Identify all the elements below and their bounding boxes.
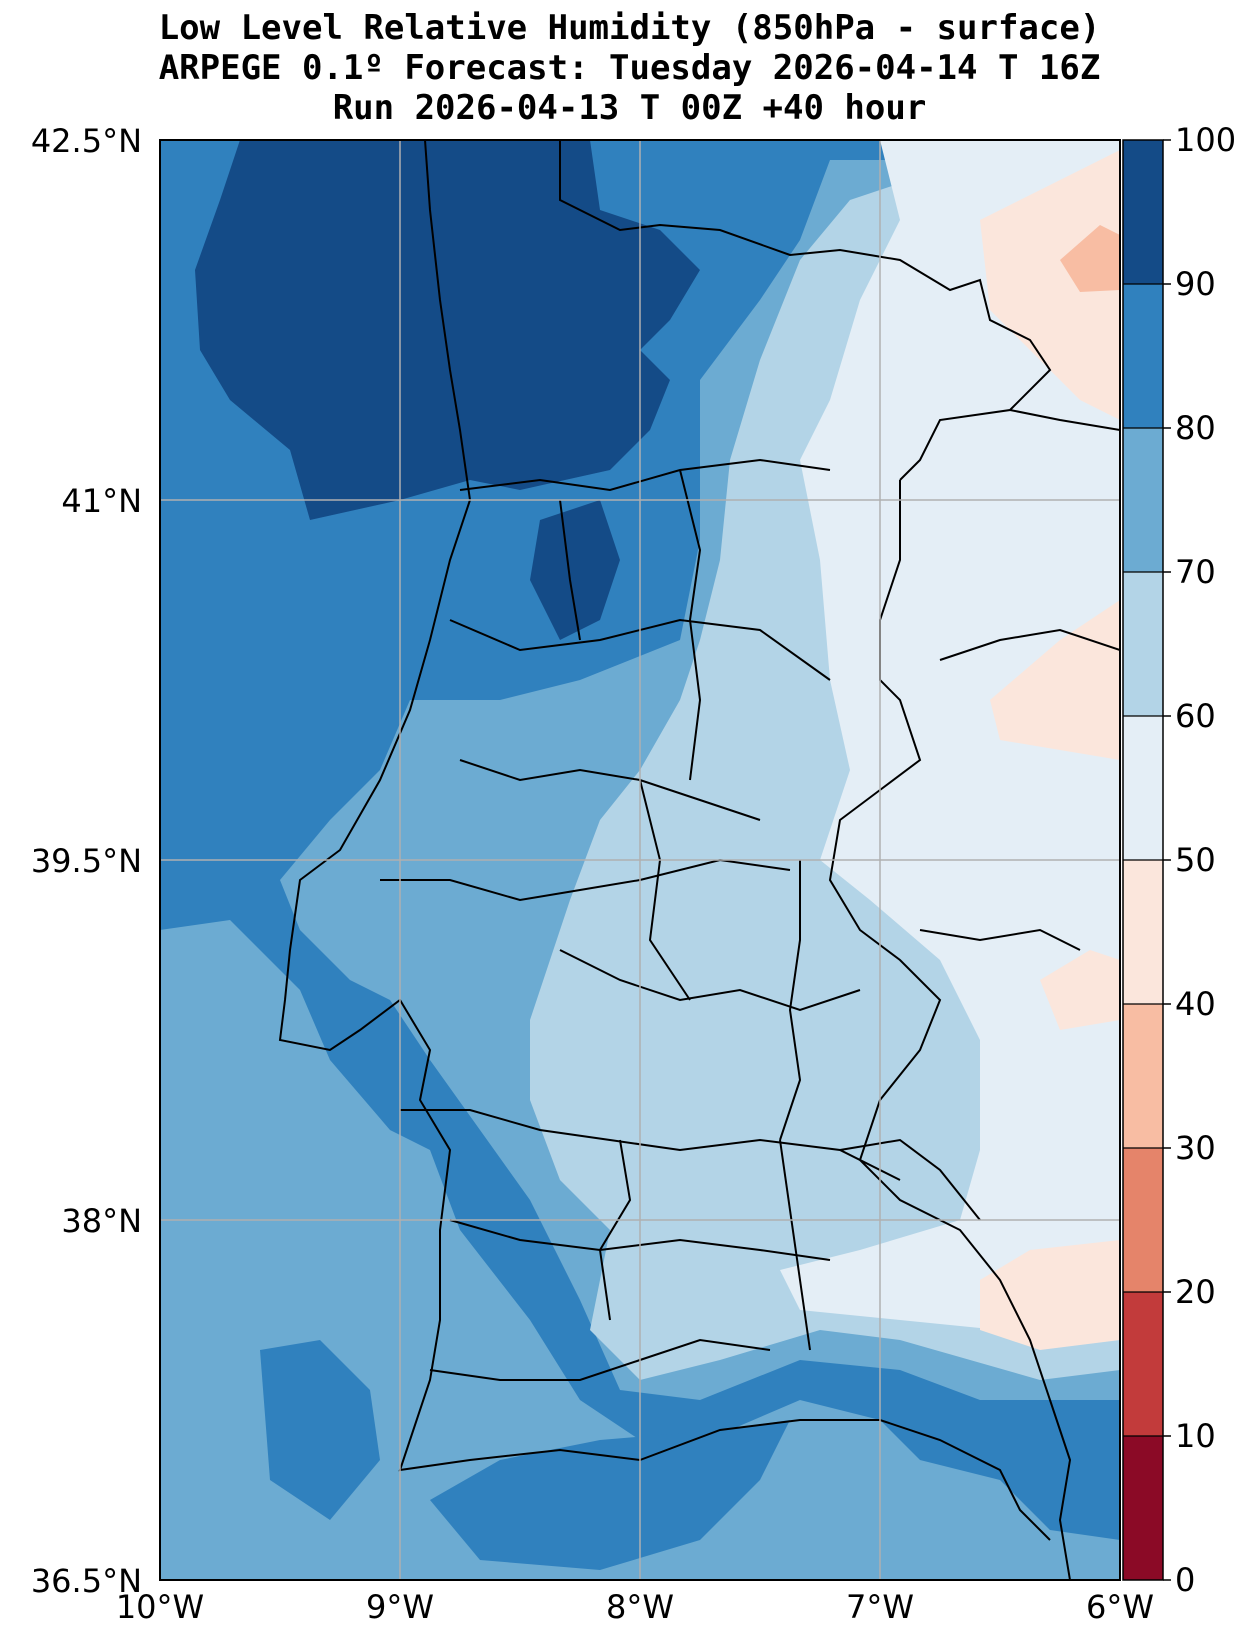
district-border-v3 (639, 779, 691, 1001)
colorbar: 0 10 20 30 40 50 60 70 80 90 100 (1122, 121, 1236, 1599)
lat-label: 41°N (61, 482, 142, 520)
colorbar-tick-label: 20 (1175, 1273, 1216, 1311)
spain-region-border-e (939, 628, 1120, 661)
title-line-2: ARPEGE 0.1º Forecast: Tuesday 2026-04-14… (158, 48, 1101, 88)
spain-region-border-e2 (919, 928, 1081, 951)
colorbar-segment (1123, 1292, 1163, 1437)
colorbar-segment (1123, 1148, 1163, 1293)
colorbar-tick-label: 10 (1175, 1417, 1216, 1455)
field-50-60-east (780, 140, 1120, 1340)
colorbar-segment (1123, 860, 1163, 1005)
field-90-100-inland-north (530, 500, 620, 640)
colorbar-tick-label: 60 (1175, 697, 1216, 735)
lat-label: 38°N (61, 1202, 142, 1240)
district-border-v6 (779, 1139, 811, 1351)
field-90-100-ocean-north (195, 140, 700, 520)
colorbar-tick-label: 70 (1175, 553, 1216, 591)
lon-label: 6°W (1086, 1588, 1154, 1626)
lat-label: 42.5°N (31, 122, 142, 160)
title-line-1: Low Level Relative Humidity (850hPa - su… (158, 8, 1101, 48)
field-30-40-ne (1060, 225, 1120, 292)
lon-label: 10°W (116, 1588, 204, 1626)
field-80-90-south-patch (430, 1420, 790, 1570)
chart-title: Low Level Relative Humidity (850hPa - su… (0, 8, 1259, 128)
boundaries (278, 140, 1120, 1580)
spain-region-border (839, 1138, 981, 1221)
lon-label: 7°W (846, 1588, 914, 1626)
colorbar-segment (1123, 1436, 1163, 1581)
lat-axis: 42.5°N 41°N 39.5°N 38°N 36.5°N (31, 122, 142, 1600)
lat-label: 36.5°N (31, 1562, 142, 1600)
title-line-3: Run 2026-04-13 T 00Z +40 hour (332, 88, 927, 128)
gridlines (160, 140, 1120, 1580)
coastline (278, 140, 1051, 1541)
border-portugal-spain-east (828, 480, 1072, 1580)
district-border-3 (459, 759, 761, 821)
field-40-50-ne (980, 150, 1120, 420)
district-border-8 (429, 1338, 771, 1381)
border-spain-north (559, 140, 1052, 481)
field-80-90-sw-patch (260, 1340, 380, 1520)
colorbar-tick-label: 90 (1175, 265, 1216, 303)
spain-region-border-ne (1009, 409, 1120, 431)
district-border-v1 (559, 499, 581, 641)
district-border-v4 (779, 860, 802, 1141)
colorbar-tick-label: 80 (1175, 409, 1216, 447)
colorbar-segment (1123, 572, 1163, 717)
colorbar-tick-label: 50 (1175, 841, 1216, 879)
district-border-6 (400, 1109, 901, 1181)
lon-label: 8°W (606, 1588, 674, 1626)
colorbar-tick-label: 40 (1175, 985, 1216, 1023)
colorbar-tick-label: 100 (1175, 121, 1236, 159)
colorbar-segment (1123, 1004, 1163, 1149)
colorbar-segment (1123, 284, 1163, 429)
lon-axis: 10°W 9°W 8°W 7°W 6°W (116, 1588, 1154, 1626)
field-40-50-east-mid (1040, 950, 1120, 1030)
colorbar-tick-label: 30 (1175, 1129, 1216, 1167)
colorbar-segment (1123, 428, 1163, 573)
lat-label: 39.5°N (31, 842, 142, 880)
district-border-5 (559, 949, 861, 1012)
colorbar-tick-label: 0 (1175, 1561, 1195, 1599)
field-40-50-se (980, 1240, 1120, 1350)
colorbar-segment (1123, 716, 1163, 861)
colorbar-segment (1123, 140, 1163, 285)
district-border-v2 (679, 469, 702, 781)
district-border-v5 (598, 1139, 632, 1321)
lon-label: 9°W (366, 1588, 434, 1626)
district-border-1 (459, 458, 831, 492)
map-frame (159, 139, 1121, 1581)
